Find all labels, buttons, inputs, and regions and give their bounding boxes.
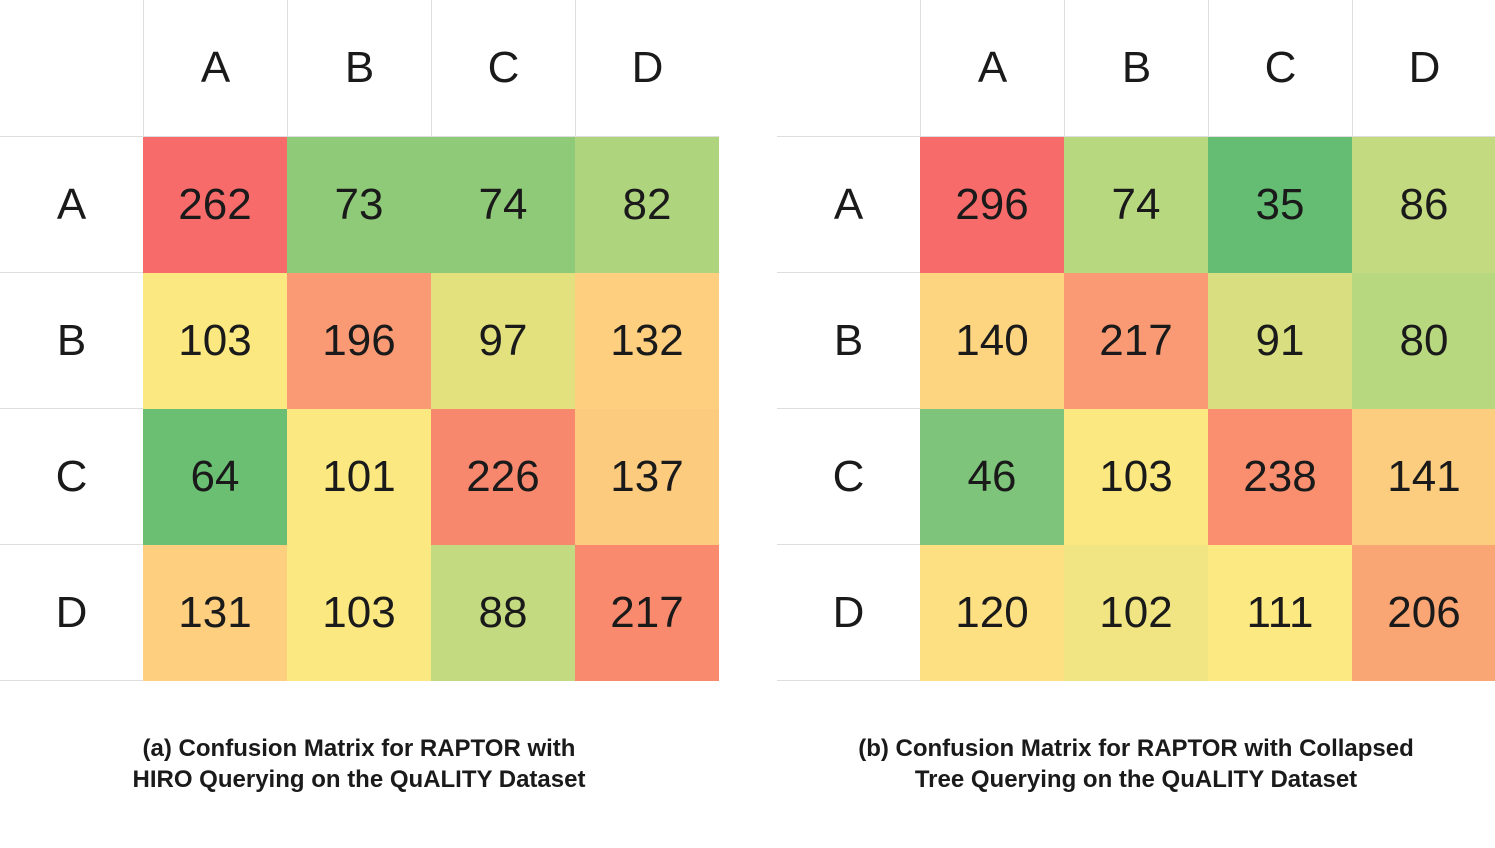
column-header-c: C <box>1208 0 1352 137</box>
matrix-cell-c-c: 226 <box>431 409 575 545</box>
matrix-cell-a-b: 73 <box>287 137 431 273</box>
matrix-cell-d-d: 217 <box>575 545 719 681</box>
matrix-cell-c-a: 46 <box>920 409 1064 545</box>
row-header-b: B <box>0 273 143 409</box>
matrix-cell-b-d: 132 <box>575 273 719 409</box>
row-header-c: C <box>777 409 920 545</box>
matrix-cell-b-c: 97 <box>431 273 575 409</box>
matrix-cell-d-d: 206 <box>1352 545 1495 681</box>
matrix-cell-d-a: 120 <box>920 545 1064 681</box>
matrix-cell-a-c: 35 <box>1208 137 1352 273</box>
caption-a-line-2: HIRO Querying on the QuALITY Dataset <box>132 766 586 793</box>
matrix-cell-c-d: 137 <box>575 409 719 545</box>
matrix-cell-b-a: 103 <box>143 273 287 409</box>
matrix-cell-a-a: 262 <box>143 137 287 273</box>
matrix-cell-d-b: 103 <box>287 545 431 681</box>
caption-b-line-1: (b) Confusion Matrix for RAPTOR with Col… <box>858 735 1414 762</box>
caption-a: (a) Confusion Matrix for RAPTOR with HIR… <box>0 733 718 795</box>
corner-cell <box>0 0 143 137</box>
matrix-cell-c-d: 141 <box>1352 409 1495 545</box>
row-header-c: C <box>0 409 143 545</box>
matrix-cell-b-c: 91 <box>1208 273 1352 409</box>
row-header-a: A <box>0 137 143 273</box>
column-header-d: D <box>1352 0 1495 137</box>
corner-cell <box>777 0 920 137</box>
matrix-cell-c-c: 238 <box>1208 409 1352 545</box>
row-header-a: A <box>777 137 920 273</box>
matrix-cell-a-a: 296 <box>920 137 1064 273</box>
column-header-c: C <box>431 0 575 137</box>
column-header-a: A <box>920 0 1064 137</box>
column-header-d: D <box>575 0 719 137</box>
matrix-cell-a-b: 74 <box>1064 137 1208 273</box>
matrix-cell-b-a: 140 <box>920 273 1064 409</box>
row-header-d: D <box>777 545 920 681</box>
matrix-cell-b-b: 217 <box>1064 273 1208 409</box>
matrix-cell-a-d: 82 <box>575 137 719 273</box>
matrix-cell-c-b: 101 <box>287 409 431 545</box>
matrix-cell-b-d: 80 <box>1352 273 1495 409</box>
matrix-cell-a-c: 74 <box>431 137 575 273</box>
matrix-cell-c-b: 103 <box>1064 409 1208 545</box>
heatmap-grid-a: A B C D A 262 73 74 82 B 103 196 97 132 C 64 101 226 137 D 1… <box>0 0 719 682</box>
matrix-cell-c-a: 64 <box>143 409 287 545</box>
matrix-cell-d-c: 111 <box>1208 545 1352 681</box>
confusion-matrix-a: A B C D A 262 73 74 82 B 103 196 97 132 C 64 101 226 137 D 1… <box>0 0 719 848</box>
matrix-cell-b-b: 196 <box>287 273 431 409</box>
column-header-b: B <box>287 0 431 137</box>
column-header-a: A <box>143 0 287 137</box>
heatmap-grid-b: A B C D A 296 74 35 86 B 140 217 91 80 C 46 103 238 141 D 12… <box>777 0 1495 682</box>
matrix-cell-d-c: 88 <box>431 545 575 681</box>
caption-a-line-1: (a) Confusion Matrix for RAPTOR with <box>142 735 576 762</box>
caption-b: (b) Confusion Matrix for RAPTOR with Col… <box>777 733 1495 795</box>
row-header-b: B <box>777 273 920 409</box>
caption-b-line-2: Tree Querying on the QuALITY Dataset <box>914 766 1358 793</box>
column-header-b: B <box>1064 0 1208 137</box>
matrix-cell-a-d: 86 <box>1352 137 1495 273</box>
row-header-d: D <box>0 545 143 681</box>
matrix-cell-d-a: 131 <box>143 545 287 681</box>
matrix-cell-d-b: 102 <box>1064 545 1208 681</box>
confusion-matrix-b: A B C D A 296 74 35 86 B 140 217 91 80 C 46 103 238 141 D 12… <box>777 0 1495 848</box>
